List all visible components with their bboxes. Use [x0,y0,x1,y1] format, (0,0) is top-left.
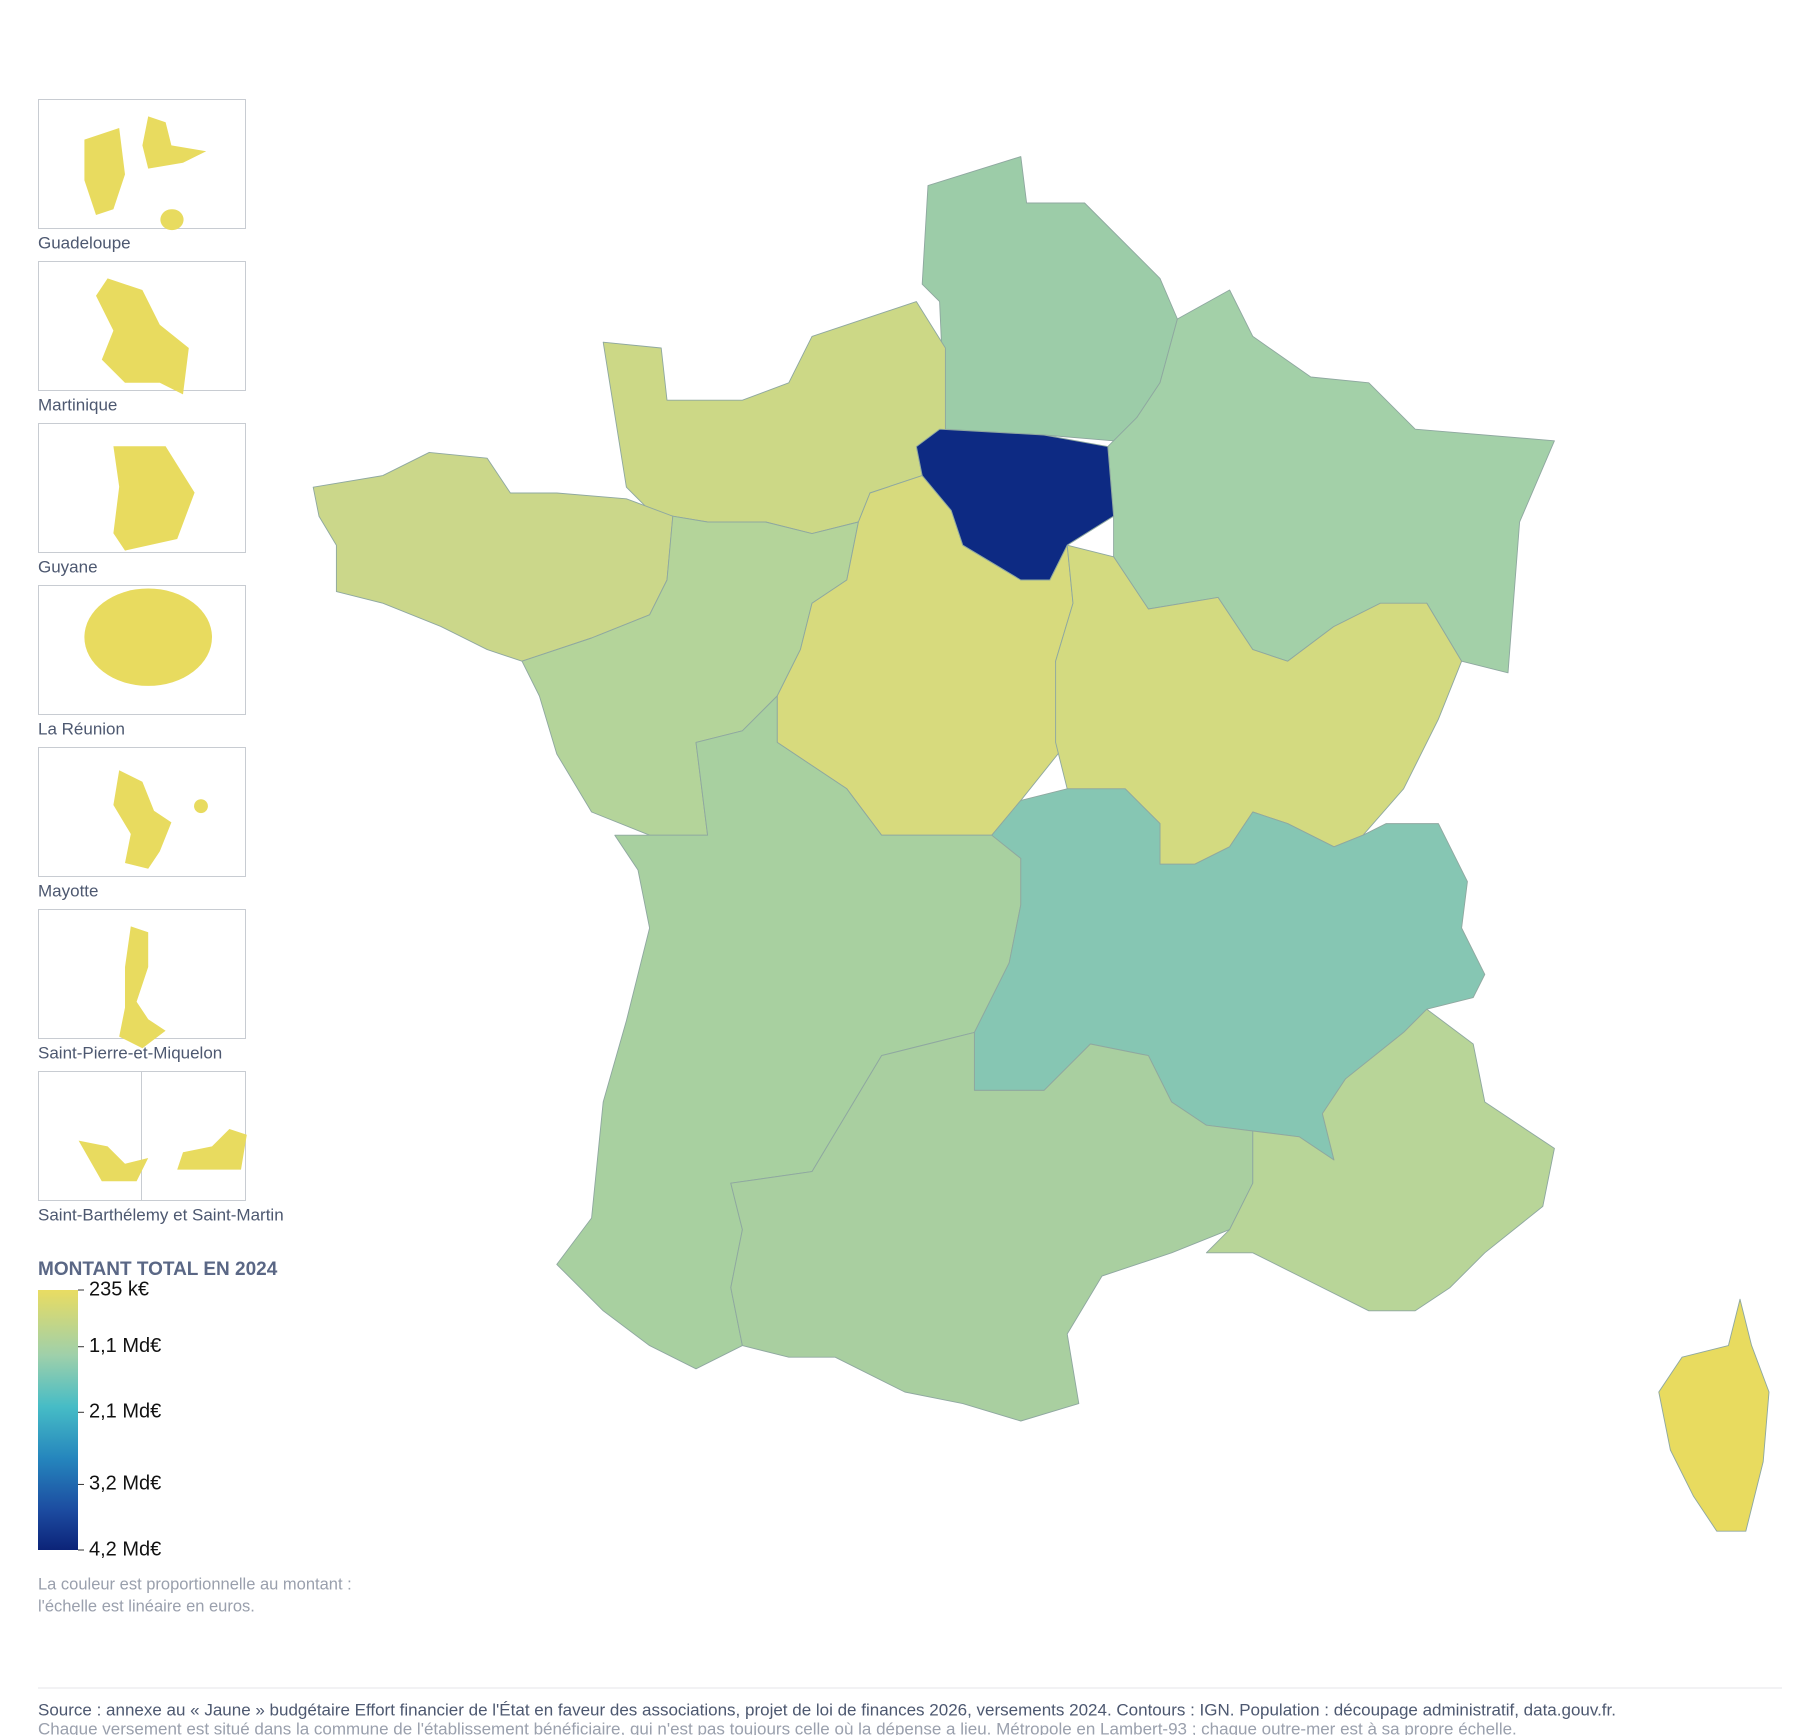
region [1205,1008,1555,1312]
island [78,1140,149,1182]
insets: Guadeloupe Martinique Guyane La Réunion Mayo… [38,99,284,1224]
island [142,116,207,169]
region [921,156,1178,442]
inset-label: Guadeloupe [38,233,131,252]
source: Source : annexe au « Jaune » budgétaire … [38,1700,1616,1719]
colorbar-label: 3,2 Md€ [89,1473,161,1495]
source-note: Chaque versement est situé dans la commu… [38,1719,1517,1735]
inset-label: La Réunion [38,719,125,738]
inset-label: Mayotte [38,881,98,900]
colorbar-label: 2,1 Md€ [89,1401,161,1423]
legend-title: MONTANT TOTAL EN 2024 [38,1259,278,1280]
note: l'échelle est linéaire en euros. [38,1597,255,1615]
island [119,926,166,1049]
legend: MONTANT TOTAL EN 2024 235 k€ 1,1 Md€ 2,1 M… [38,1259,278,1560]
island [177,1129,247,1170]
island [84,128,125,215]
inset-label: Guyane [38,557,98,576]
colorbar [38,1290,78,1550]
island [96,278,189,395]
inset-label: Saint-Pierre-et-Miquelon [38,1043,222,1062]
island [84,588,212,686]
colorbar-label: 235 k€ [89,1278,149,1300]
colorbar-label: 1,1 Md€ [89,1335,161,1357]
island [113,770,172,869]
colorbar-label: 4,2 Md€ [89,1538,161,1560]
inset-frame [38,99,246,229]
metropole [312,156,1770,1532]
inset-label: Saint-Barthélemy et Saint-Martin [38,1205,284,1224]
island [194,799,208,814]
note: La couleur est proportionnelle au montan… [38,1575,352,1593]
region [1658,1298,1770,1532]
inset-label: Martinique [38,395,117,414]
island [113,446,195,551]
region [915,428,1115,581]
island [160,209,184,231]
